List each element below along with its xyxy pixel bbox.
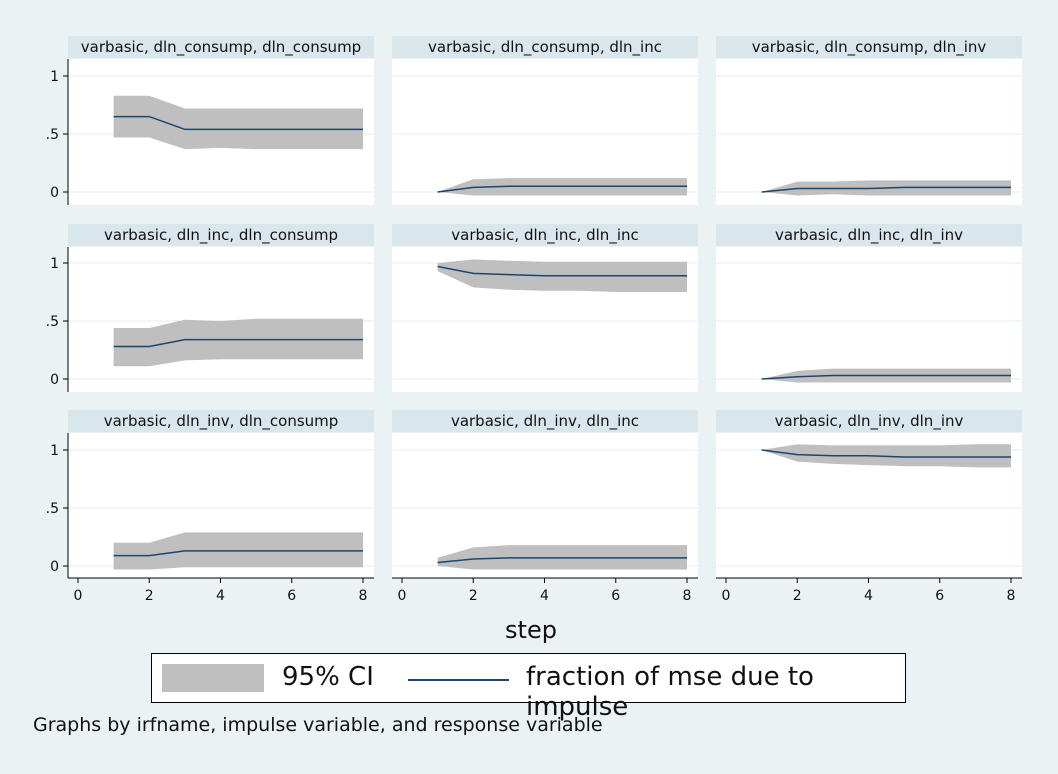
fraction-line (437, 557, 687, 564)
panel-5: varbasic, dln_inc, dln_inc (392, 224, 698, 392)
panel-strip (716, 410, 1022, 432)
ci-band (113, 95, 363, 150)
fraction-line (437, 185, 687, 193)
panel-strip (68, 36, 374, 58)
panel-title: varbasic, dln_inv, dln_inv (775, 412, 964, 431)
y-tick-label: 0 (50, 559, 59, 575)
panel-strip (716, 224, 1022, 246)
legend-line-label: fraction of mse due to impulse (526, 662, 814, 722)
x-tick-label: 2 (145, 588, 154, 604)
panel-plot-area (716, 247, 1022, 392)
x-tick-label: 4 (216, 588, 225, 604)
x-tick-label: 2 (469, 588, 478, 604)
panel-title: varbasic, dln_inc, dln_consump (104, 226, 338, 245)
x-tick-label: 8 (359, 588, 368, 604)
y-tick-label: 1 (50, 443, 59, 459)
x-tick-label: 8 (1007, 588, 1016, 604)
panel-title: varbasic, dln_inv, dln_inc (451, 412, 639, 431)
panel-3: varbasic, dln_consump, dln_inv (716, 36, 1022, 205)
x-tick-label: 0 (398, 588, 407, 604)
panel-strip (716, 36, 1022, 58)
panel-title: varbasic, dln_consump, dln_inc (428, 38, 662, 57)
x-tick-label: 4 (540, 588, 549, 604)
panel-title: varbasic, dln_consump, dln_inv (752, 38, 987, 57)
graph-note: Graphs by irfname, impulse variable, and… (33, 714, 603, 736)
panel-strip (392, 36, 698, 58)
panel-8: varbasic, dln_inv, dln_inc 0 2 4 6 8 (392, 410, 698, 604)
x-tick-label: 8 (683, 588, 692, 604)
fraction-line (113, 115, 363, 131)
panel-9: varbasic, dln_inv, dln_inv 0 2 4 6 8 (716, 410, 1022, 604)
fraction-line (437, 265, 687, 277)
panel-strip (68, 410, 374, 432)
y-tick-label: .5 (46, 501, 59, 517)
fraction-line (761, 186, 1011, 193)
fraction-line (761, 374, 1011, 380)
y-tick-label: 0 (50, 372, 59, 388)
panel-7: varbasic, dln_inv, dln_consump 1 .5 00 2 4 6 8 (46, 410, 374, 604)
panel-title: varbasic, dln_inc, dln_inv (775, 226, 963, 245)
x-tick-label: 6 (287, 588, 296, 604)
y-tick-label: 1 (50, 69, 59, 85)
legend: 95% CI fraction of mse due to impulse (151, 653, 906, 722)
panel-2: varbasic, dln_consump, dln_inc (392, 36, 698, 205)
panel-title: varbasic, dln_inv, dln_consump (104, 412, 339, 431)
x-tick-label: 6 (611, 588, 620, 604)
panel-strip (68, 224, 374, 246)
x-tick-label: 4 (864, 588, 873, 604)
panel-strip (392, 410, 698, 432)
x-tick-label: 2 (793, 588, 802, 604)
fraction-line (113, 550, 363, 557)
y-tick-label: .5 (46, 127, 59, 143)
y-tick-label: 0 (50, 185, 59, 201)
legend-ci-swatch (162, 664, 264, 692)
panel-strip (392, 224, 698, 246)
y-tick-label: .5 (46, 314, 59, 330)
fraction-line (761, 449, 1011, 458)
panel-title: varbasic, dln_consump, dln_consump (81, 38, 361, 57)
ci-band (113, 318, 363, 367)
x-axis-title: step (505, 616, 557, 644)
panel-title: varbasic, dln_inc, dln_inc (451, 226, 639, 245)
panel-6: varbasic, dln_inc, dln_inv (716, 224, 1022, 392)
legend-line-swatch (408, 679, 509, 681)
y-tick-label: 1 (50, 256, 59, 272)
panel-4: varbasic, dln_inc, dln_consump 1 .5 0 (46, 224, 374, 392)
x-tick-label: 6 (935, 588, 944, 604)
panel-1: varbasic, dln_consump, dln_consump 1 .5 0 (46, 36, 374, 205)
fraction-line (113, 338, 363, 348)
x-tick-label: 0 (722, 588, 731, 604)
x-tick-label: 0 (74, 588, 83, 604)
legend-ci-label: 95% CI (282, 662, 374, 692)
